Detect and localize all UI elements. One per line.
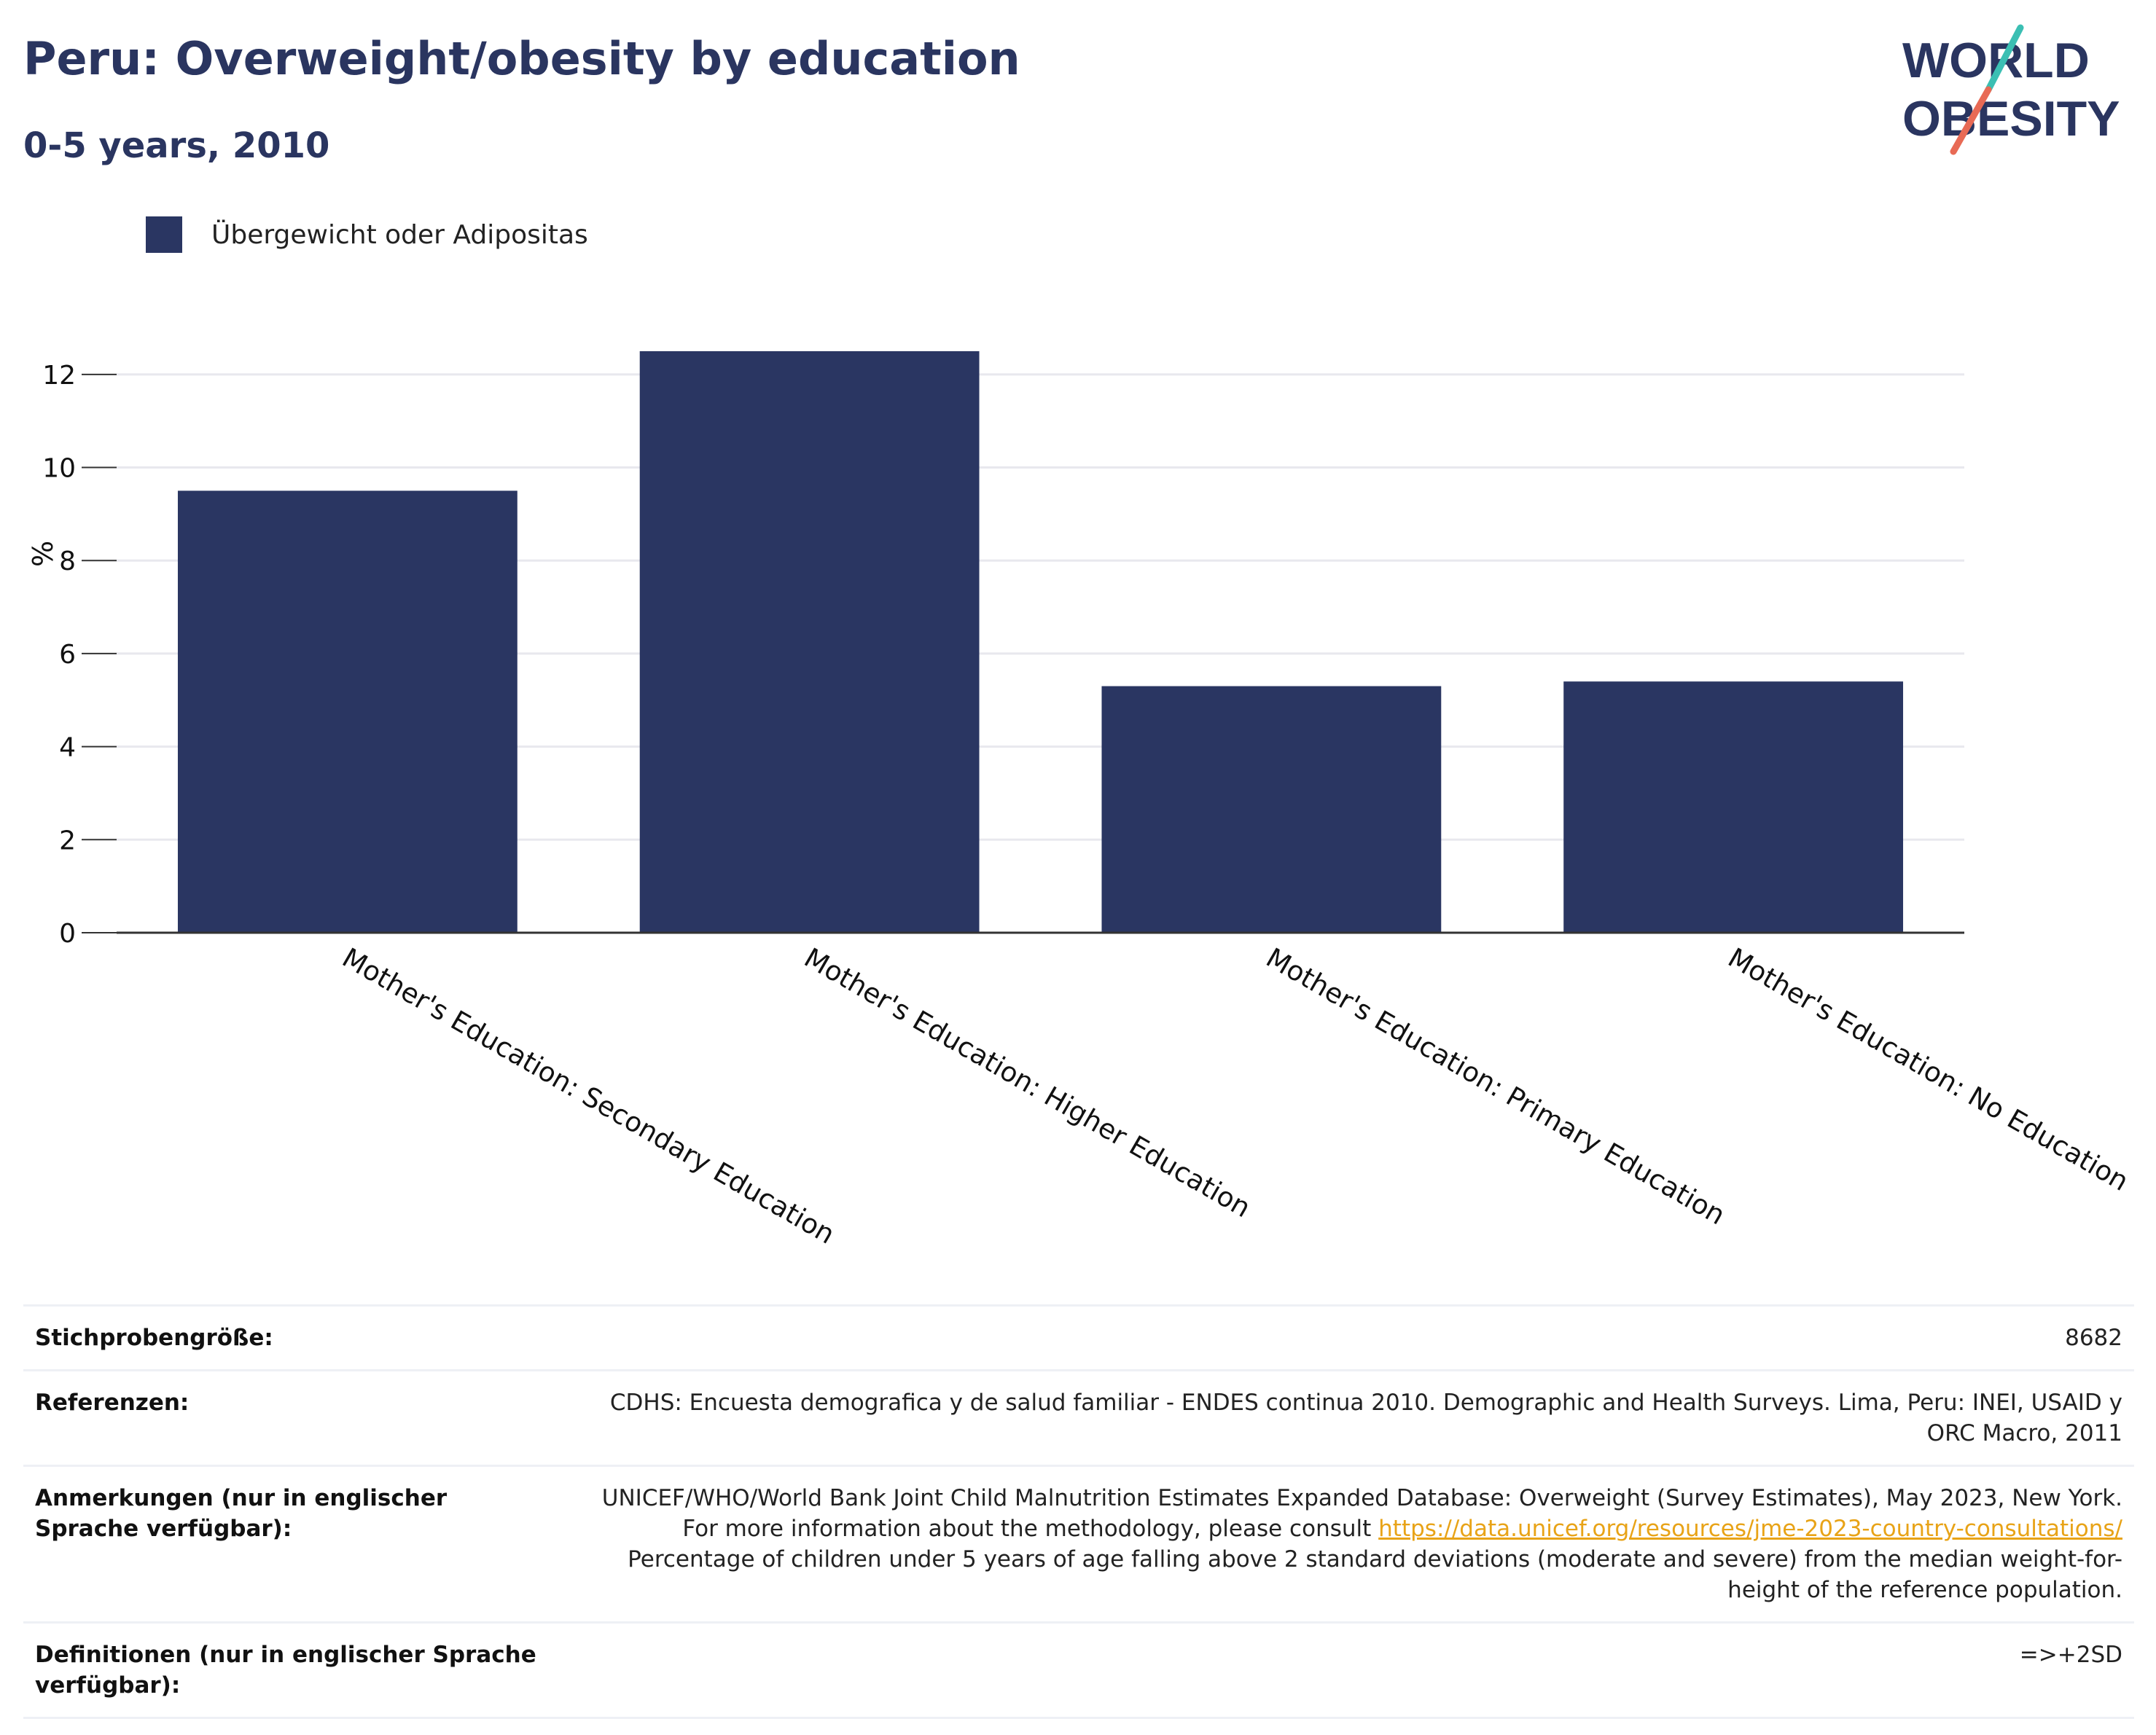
bar[interactable]	[1101, 686, 1442, 933]
notes-text-2: Percentage of children under 5 years of …	[628, 1546, 2122, 1603]
notes-text-1: UNICEF/WHO/World Bank Joint Child Malnut…	[601, 1485, 2122, 1542]
bar-chart: 0 2 4 6 8 10 12 Mother's Education: Secondary …	[27, 350, 2134, 1250]
logo-stripe-bottom	[1950, 86, 1992, 155]
legend-swatch	[146, 216, 182, 253]
y-axis-label: %	[27, 541, 59, 567]
meta-row-notes: Anmerkungen (nur in englischer Sprache v…	[23, 1465, 2134, 1623]
chart-subtitle: 0-5 years, 2010	[23, 125, 330, 166]
logo-line2: OBESITY	[1902, 91, 2120, 146]
y-tick-label: 12	[42, 361, 76, 391]
y-tick-label: 0	[59, 919, 76, 949]
y-tick-label: 10	[42, 454, 76, 484]
metadata-table: Stichprobengröße: 8682 Referenzen: CDHS:…	[23, 1304, 2134, 1719]
y-tick-label: 4	[59, 733, 76, 763]
legend-label: Übergewicht oder Adipositas	[211, 219, 588, 250]
bar[interactable]	[177, 490, 517, 933]
meta-row-references: Referenzen: CDHS: Encuesta demografica y…	[23, 1369, 2134, 1466]
meta-row-definitions: Definitionen (nur in englischer Sprache …	[23, 1621, 2134, 1719]
bar[interactable]	[639, 350, 980, 933]
bars-layer	[177, 350, 1904, 933]
meta-row-sample-size: Stichprobengröße: 8682	[23, 1304, 2134, 1371]
x-tick-labels: Mother's Education: Secondary EducationM…	[337, 942, 2133, 1250]
notes-link[interactable]: https://data.unicef.org/resources/jme-20…	[1378, 1516, 2122, 1542]
references-value: CDHS: Encuesta demografica y de salud fa…	[557, 1369, 2134, 1466]
definitions-value: =>+2SD	[557, 1621, 2134, 1719]
chart-title: Peru: Overweight/obesity by education	[23, 32, 1020, 85]
notes-value: UNICEF/WHO/World Bank Joint Child Malnut…	[557, 1465, 2134, 1623]
y-tick-label: 2	[59, 826, 76, 855]
x-tick-label: Mother's Education: Primary Education	[1261, 942, 1730, 1231]
x-tick-label: Mother's Education: Secondary Education	[337, 942, 840, 1250]
sample-size-value: 8682	[557, 1304, 2134, 1371]
y-tick-label: 8	[59, 547, 76, 576]
y-tick-labels: 0 2 4 6 8 10 12	[42, 361, 117, 949]
x-tick-label: Mother's Education: No Education	[1723, 942, 2134, 1197]
chart-legend: Übergewicht oder Adipositas	[146, 216, 588, 254]
logo-stripe-top	[1985, 24, 2024, 93]
bar[interactable]	[1563, 681, 1904, 933]
notes-label: Anmerkungen (nur in englischer Sprache v…	[23, 1465, 557, 1623]
sample-size-label: Stichprobengröße:	[23, 1304, 557, 1371]
y-tick-label: 6	[59, 640, 76, 670]
references-label: Referenzen:	[23, 1369, 557, 1466]
definitions-label: Definitionen (nur in englischer Sprache …	[23, 1621, 557, 1719]
world-obesity-logo: WORLD OBESITY	[1902, 24, 2120, 155]
x-tick-label: Mother's Education: Higher Education	[799, 942, 1256, 1224]
